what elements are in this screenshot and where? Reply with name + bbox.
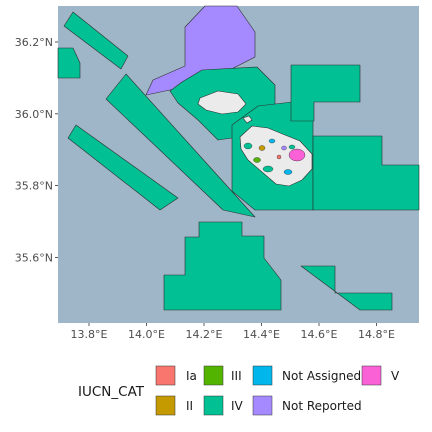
legend-key-ia: [155, 365, 176, 386]
protected-area-not-reported-land: [281, 145, 287, 151]
protected-area-iv-northwest-strip: [63, 11, 129, 70]
protected-area-iv-southeast: [300, 265, 393, 311]
x-tick-label: 14.2°E: [186, 328, 223, 341]
island-comino: [242, 115, 253, 124]
protected-area-iv-land-1: [243, 142, 253, 150]
x-tick-label: 14.4°E: [243, 328, 280, 341]
protected-area-not-assigned-2: [283, 169, 293, 175]
y-tick-label: 35.8°N: [15, 180, 53, 193]
protected-area-iv-west-diagonal: [67, 124, 179, 211]
legend-item-not-reported: Not Reported: [252, 395, 362, 416]
legend-label-not-reported: Not Reported: [282, 399, 362, 413]
x-axis: 13.8°E 14.0°E 14.2°E 14.4°E 14.6°E 14.8°E: [71, 323, 395, 341]
legend-key-iv: [203, 395, 224, 416]
protected-area-iv-land-3: [288, 144, 296, 150]
islands: [197, 90, 313, 187]
legend-item-not-assigned: Not Assigned: [252, 365, 361, 386]
protected-area-not-assigned-1: [268, 138, 276, 144]
legend-key-not-reported: [252, 395, 273, 416]
legend-key-not-assigned: [252, 365, 273, 386]
legend-key-ii: [155, 395, 176, 416]
legend-label-v: V: [391, 369, 400, 383]
y-tick-label: 36.2°N: [15, 36, 53, 49]
terrestrial-protected-areas: [243, 138, 306, 175]
legend-label-ii: II: [186, 399, 193, 413]
legend-label-not-assigned: Not Assigned: [282, 369, 361, 383]
protected-area-iv-land-2: [262, 165, 274, 173]
legend-key-iii: [203, 365, 224, 386]
legend-item-ia: Ia: [155, 365, 197, 386]
legend-item-v: V: [361, 365, 400, 386]
protected-area-iv-west: [57, 47, 81, 79]
legend-item-iv: IV: [203, 395, 244, 416]
y-tick-label: 36.0°N: [15, 108, 53, 121]
legend-item-ii: II: [155, 395, 193, 416]
island-malta: [239, 125, 313, 187]
protected-area-iv-east: [312, 135, 420, 211]
legend-key-v: [361, 365, 382, 386]
x-tick-label: 14.6°E: [301, 328, 338, 341]
legend-label-ia: Ia: [186, 369, 197, 383]
legend-label-iii: III: [231, 369, 242, 383]
legend-item-iii: III: [203, 365, 242, 386]
x-tick-label: 14.8°E: [358, 328, 395, 341]
protected-area-iv-northeast: [290, 64, 361, 122]
y-tick-label: 35.6°N: [15, 251, 53, 264]
protected-area-ia: [276, 154, 282, 160]
x-tick-label: 14.0°E: [128, 328, 165, 341]
protected-area-iv-northwest-wedge: [105, 73, 256, 218]
island-gozo: [197, 90, 247, 115]
legend: IUCN_CAT Ia II III IV Not Assigned Not R…: [78, 365, 400, 416]
protected-area-iii: [253, 157, 261, 163]
y-axis: 36.2°N 36.0°N 35.8°N 35.6°N: [15, 36, 58, 264]
protected-area-ii: [258, 145, 266, 151]
protected-area-v: [288, 148, 306, 162]
protected-area-iv-south: [163, 221, 282, 311]
x-tick-label: 13.8°E: [71, 328, 108, 341]
legend-label-iv: IV: [231, 399, 244, 413]
legend-title: IUCN_CAT: [78, 384, 145, 400]
